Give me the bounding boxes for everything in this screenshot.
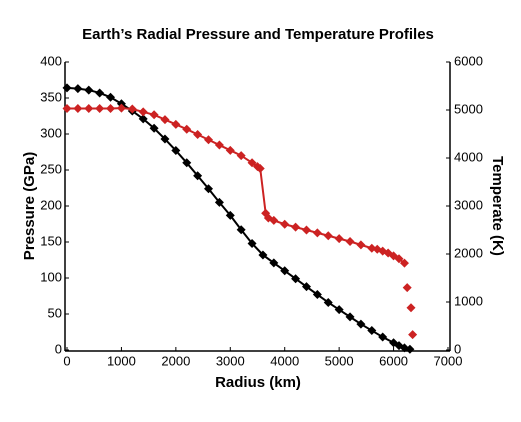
marker [236, 225, 246, 235]
marker [204, 184, 214, 194]
marker [95, 104, 105, 114]
marker [280, 219, 290, 229]
y-tick-label: 300 [40, 125, 62, 140]
marker [193, 129, 203, 139]
marker [280, 266, 290, 276]
y2-tick-label: 3000 [454, 197, 483, 212]
marker [73, 84, 83, 94]
marker [301, 282, 311, 292]
marker [406, 303, 416, 313]
marker [345, 312, 355, 322]
marker [334, 234, 344, 244]
marker [394, 254, 404, 264]
marker [291, 222, 301, 232]
marker [182, 158, 192, 168]
x-tick-label: 3000 [216, 353, 245, 368]
marker [95, 88, 105, 98]
marker [255, 164, 265, 174]
y-axis-label: Pressure (GPa) [21, 152, 38, 260]
marker [312, 290, 322, 300]
marker [334, 305, 344, 315]
marker [160, 115, 170, 125]
marker [389, 251, 399, 261]
marker [269, 215, 279, 225]
marker [193, 171, 203, 181]
marker [138, 107, 148, 117]
marker [408, 330, 418, 340]
marker [405, 344, 415, 354]
chart-title: Earth’s Radial Pressure and Temperature … [82, 26, 434, 43]
x-tick-label: 6000 [379, 353, 408, 368]
marker [247, 238, 257, 248]
marker [149, 123, 159, 133]
marker [323, 231, 333, 241]
marker [116, 103, 126, 113]
marker [345, 237, 355, 247]
marker [312, 228, 322, 238]
marker [367, 326, 377, 336]
marker [236, 151, 246, 161]
marker [214, 140, 224, 150]
y-tick-label: 100 [40, 269, 62, 284]
y2-tick-label: 1000 [454, 293, 483, 308]
marker [378, 332, 388, 342]
x-tick-label: 2000 [161, 353, 190, 368]
marker [106, 92, 116, 102]
series-line [66, 86, 411, 351]
marker [84, 104, 94, 114]
y-tick-label: 150 [40, 233, 62, 248]
marker [323, 297, 333, 307]
x-tick-label: 4000 [270, 353, 299, 368]
y-tick-label: 400 [40, 53, 62, 68]
y-tick-label: 250 [40, 161, 62, 176]
marker [106, 104, 116, 114]
y2-tick-label: 0 [454, 341, 461, 356]
marker [356, 319, 366, 329]
marker [62, 83, 72, 93]
marker [84, 85, 94, 95]
marker [383, 248, 393, 258]
x-tick-label: 7000 [434, 353, 463, 368]
y2-tick-label: 4000 [454, 149, 483, 164]
marker [182, 124, 192, 134]
marker [204, 135, 214, 145]
marker [356, 240, 366, 250]
y-tick-label: 50 [48, 305, 62, 320]
marker [171, 119, 181, 129]
marker [402, 283, 412, 293]
marker [171, 146, 181, 156]
marker [138, 114, 148, 124]
marker [258, 250, 268, 260]
series-line [67, 108, 413, 335]
y-tick-label: 0 [55, 341, 62, 356]
y2-axis-label: Temperate (K) [489, 156, 506, 256]
marker [127, 104, 137, 114]
marker [149, 110, 159, 120]
x-tick-label: 5000 [325, 353, 354, 368]
marker [160, 134, 170, 144]
y2-tick-label: 6000 [454, 53, 483, 68]
marker [214, 197, 224, 207]
marker [62, 104, 72, 114]
marker [269, 258, 279, 268]
y-tick-label: 200 [40, 197, 62, 212]
marker [247, 158, 257, 168]
marker [225, 210, 235, 220]
x-tick-label: 1000 [107, 353, 136, 368]
marker [301, 225, 311, 235]
marker [399, 258, 409, 268]
x-tick-label: 0 [63, 353, 70, 368]
marker [73, 104, 83, 114]
marker [291, 274, 301, 284]
y2-tick-label: 5000 [454, 101, 483, 116]
y2-tick-label: 2000 [454, 245, 483, 260]
x-axis-label: Radius (km) [215, 374, 301, 391]
y-tick-label: 350 [40, 89, 62, 104]
marker [225, 145, 235, 155]
